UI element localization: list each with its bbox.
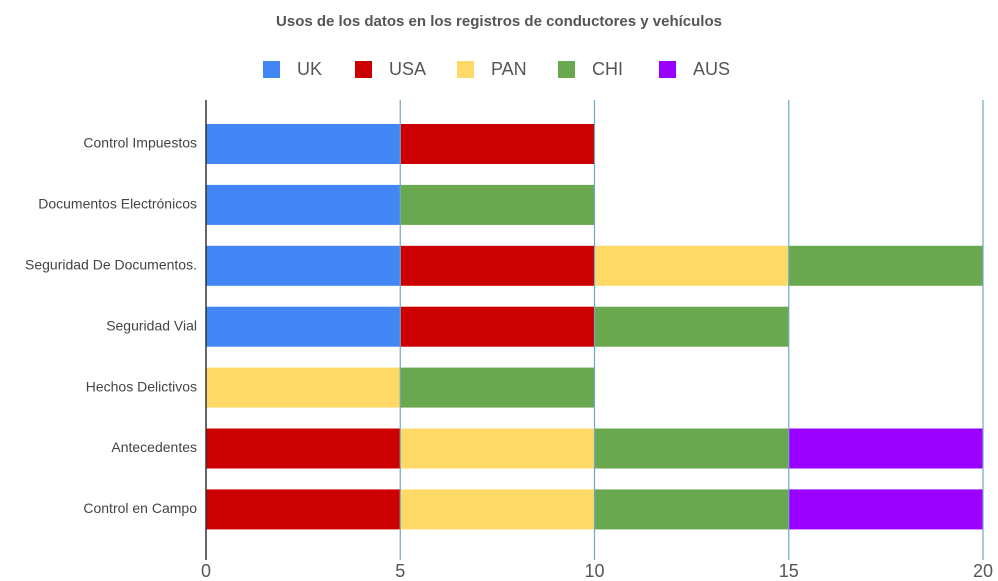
bar-segment (400, 245, 595, 286)
bar-segment (400, 428, 595, 469)
y-tick-label: Documentos Electrónicos (38, 196, 197, 212)
bar-segment (400, 367, 595, 408)
bar-segment (206, 184, 401, 225)
bar-segment (400, 306, 595, 347)
bar-segment (206, 124, 401, 164)
bar-segment (206, 428, 401, 469)
legend-swatch (457, 61, 474, 78)
bar-segment (206, 489, 401, 530)
bar-segment (400, 184, 595, 225)
bar-segment (788, 245, 983, 286)
legend-swatch (558, 61, 575, 78)
chart-title: Usos de los datos en los registros de co… (276, 13, 722, 30)
legend-swatch (659, 61, 676, 78)
bar-segment (594, 306, 789, 347)
y-tick-label: Antecedentes (111, 439, 197, 455)
y-tick-label: Seguridad Vial (106, 317, 197, 333)
x-tick-label: 10 (584, 561, 604, 581)
legend-label: USA (389, 59, 426, 79)
legend-label: PAN (491, 59, 527, 79)
x-tick-label: 15 (779, 561, 799, 581)
y-tick-label: Hechos Delictivos (86, 378, 197, 394)
y-tick-label: Control en Campo (83, 500, 197, 516)
legend-swatch (355, 61, 372, 78)
bar-segment (206, 306, 401, 347)
bar-segment (206, 245, 401, 286)
legend-swatch (263, 61, 280, 78)
bar-segment (400, 124, 595, 164)
y-tick-label: Seguridad De Documentos. (25, 257, 197, 273)
bar-segment (594, 245, 789, 286)
bar-segment (400, 489, 595, 530)
x-tick-label: 0 (201, 561, 211, 581)
bar-segment (788, 489, 983, 530)
legend-label: UK (297, 59, 322, 79)
x-tick-label: 20 (973, 561, 993, 581)
bar-segment (594, 428, 789, 469)
legend-label: AUS (693, 59, 730, 79)
bar-segment (594, 489, 789, 530)
x-tick-label: 5 (395, 561, 405, 581)
bar-segment (788, 428, 983, 469)
bar-segment (206, 367, 401, 408)
y-tick-label: Control Impuestos (83, 135, 197, 151)
legend-label: CHI (592, 59, 623, 79)
